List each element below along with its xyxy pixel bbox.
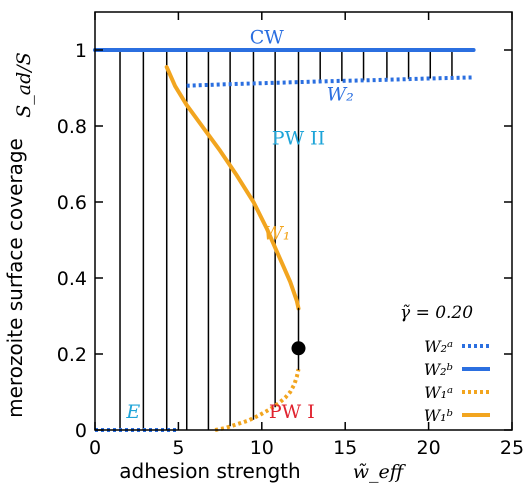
legend: γ̃ = 0.20 W₂ᵃ W₂ᵇ W₁ᵃ W₁ᵇ	[400, 303, 490, 425]
x-tick-label: 15	[333, 437, 357, 459]
y-tick-label: 0.8	[57, 116, 87, 138]
series-line-4	[164, 65, 301, 311]
legend-title: γ̃ = 0.20	[400, 303, 473, 323]
region-label-4: W₂	[327, 84, 354, 106]
region-label-0: CW	[250, 27, 285, 49]
legend-label-0: W₂ᵃ	[424, 337, 453, 356]
y-tick-label: 1	[75, 40, 87, 62]
x-tick-label: 20	[417, 437, 441, 459]
legend-label-3: W₁ᵇ	[424, 406, 453, 425]
x-tick-label: 10	[250, 437, 274, 459]
tick-labels-group: 0 5 10 15 20 25 0 0.2 0.4 0.6 0.8 1	[57, 40, 524, 459]
x-axis-title: adhesion strength	[119, 459, 300, 483]
tie-lines-group	[119, 50, 453, 430]
series-line-3	[214, 368, 301, 432]
y-tick-label: 0.2	[57, 344, 87, 366]
region-label-5: W₁	[263, 222, 290, 244]
legend-label-1: W₂ᵇ	[424, 360, 453, 379]
series-line-1	[186, 75, 474, 88]
y-axis-symbol: S_ad/S	[13, 52, 35, 117]
region-label-3: E	[125, 401, 140, 423]
region-label-2: PW I	[269, 401, 315, 423]
x-tick-label: 0	[89, 437, 101, 459]
plot-frame	[94, 11, 513, 431]
y-axis-title: merozoite surface coverage	[3, 138, 27, 418]
x-tick-label: 25	[500, 437, 524, 459]
critical-point-marker	[291, 341, 306, 356]
axis-ticks-group	[94, 12, 513, 431]
legend-label-2: W₁ᵃ	[424, 383, 453, 402]
x-axis-symbol: w̃_eff	[353, 461, 407, 483]
y-tick-label: 0.6	[57, 192, 87, 214]
y-tick-label: 0	[75, 420, 87, 442]
region-labels-group: CW PW II PW I E W₂ W₁	[125, 27, 353, 423]
x-tick-label: 5	[172, 437, 184, 459]
region-label-1: PW II	[272, 127, 325, 149]
y-tick-label: 0.4	[57, 268, 87, 290]
